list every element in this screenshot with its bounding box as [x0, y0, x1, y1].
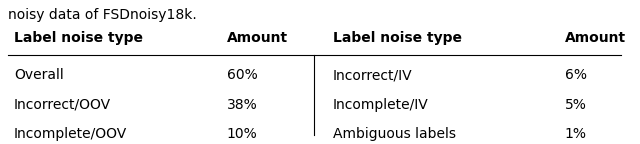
Text: Amount: Amount — [564, 31, 626, 45]
Text: Overall: Overall — [14, 68, 63, 82]
Text: Label noise type: Label noise type — [14, 31, 143, 45]
Text: 38%: 38% — [227, 98, 257, 112]
Text: Incorrect/IV: Incorrect/IV — [333, 68, 413, 82]
Text: Incomplete/IV: Incomplete/IV — [333, 98, 429, 112]
Text: Incorrect/OOV: Incorrect/OOV — [14, 98, 111, 112]
Text: Label noise type: Label noise type — [333, 31, 462, 45]
Text: Amount: Amount — [227, 31, 288, 45]
Text: 6%: 6% — [564, 68, 586, 82]
Text: 60%: 60% — [227, 68, 257, 82]
Text: Incomplete/OOV: Incomplete/OOV — [14, 127, 127, 141]
Text: 10%: 10% — [227, 127, 257, 141]
Text: 1%: 1% — [564, 127, 586, 141]
Text: noisy data of FSDnoisy18k.: noisy data of FSDnoisy18k. — [8, 8, 196, 22]
Text: 5%: 5% — [564, 98, 586, 112]
Text: Ambiguous labels: Ambiguous labels — [333, 127, 456, 141]
